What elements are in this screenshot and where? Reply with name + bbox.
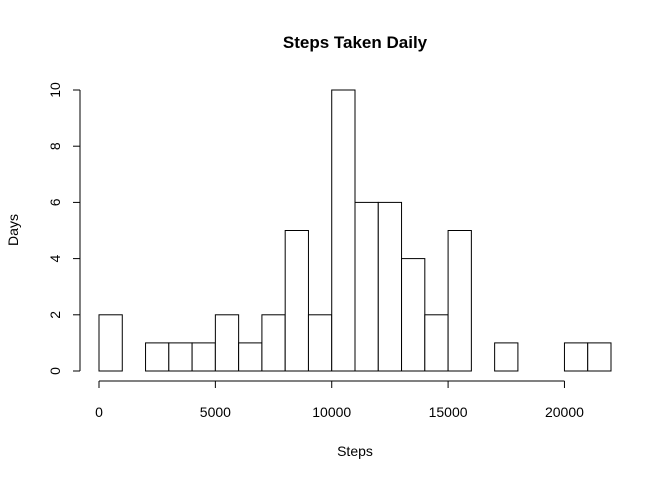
- chart-title: Steps Taken Daily: [283, 33, 428, 52]
- y-tick-label: 8: [47, 142, 63, 150]
- y-tick-label: 0: [47, 367, 63, 375]
- x-tick-label: 10000: [312, 404, 351, 420]
- y-tick-label: 4: [47, 254, 63, 262]
- histogram-bar: [98, 314, 123, 372]
- histogram-bar: [261, 314, 286, 372]
- histogram-bar: [424, 314, 449, 372]
- y-tick-label: 2: [47, 311, 63, 319]
- histogram-bar: [401, 258, 426, 372]
- histogram-bar: [587, 342, 612, 372]
- histogram-bar: [191, 342, 216, 372]
- y-tick-label: 6: [47, 198, 63, 206]
- y-axis: 0 2 4 6 8 10: [47, 82, 81, 375]
- histogram-bar: [168, 342, 193, 372]
- x-tick-label: 15000: [429, 404, 468, 420]
- x-axis-label: Steps: [337, 443, 373, 459]
- bars-group: [98, 89, 612, 372]
- histogram-bar: [377, 201, 403, 372]
- histogram-bar: [331, 89, 356, 372]
- x-axis: 0 5000 10000 15000 20000: [95, 380, 584, 420]
- histogram-bar: [145, 342, 170, 372]
- histogram-bar: [214, 314, 240, 372]
- y-tick-label: 10: [47, 82, 63, 98]
- histogram-bar: [307, 314, 333, 372]
- histogram-bar: [354, 201, 379, 372]
- x-tick-label: 0: [95, 404, 103, 420]
- histogram-bar: [563, 342, 589, 372]
- y-axis-label: Days: [5, 214, 21, 246]
- x-tick-label: 5000: [200, 404, 231, 420]
- x-tick-label: 20000: [545, 404, 584, 420]
- histogram-bar: [447, 230, 472, 372]
- histogram-bar: [284, 230, 309, 372]
- histogram-bar: [238, 342, 263, 372]
- histogram-bar: [494, 342, 519, 372]
